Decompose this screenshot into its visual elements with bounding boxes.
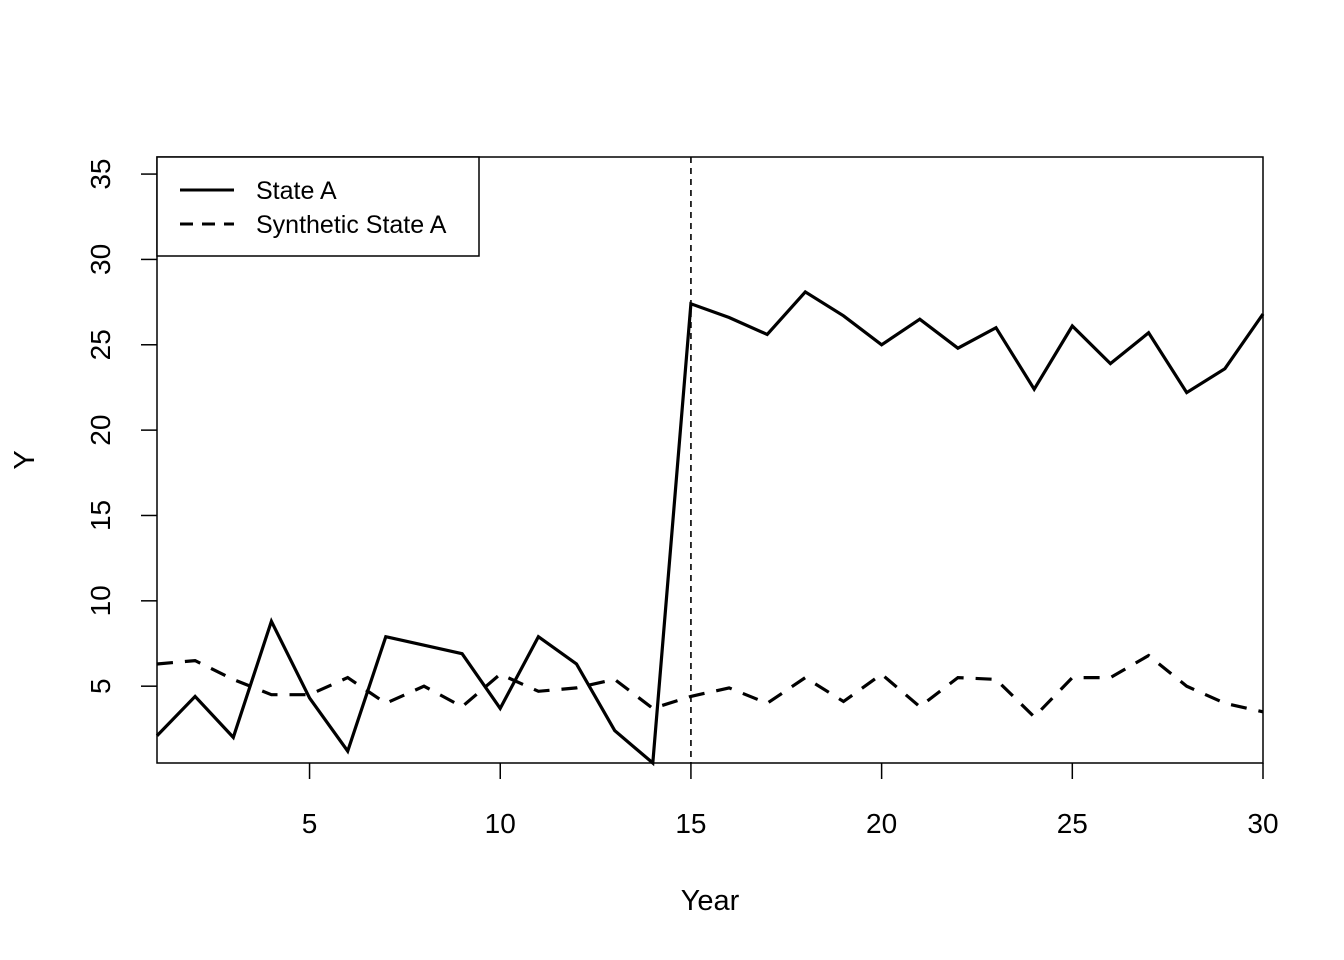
x-tick-label-25: 25 <box>1057 808 1088 839</box>
series-layer <box>155 289 1265 767</box>
x-tick-label-10: 10 <box>485 808 516 839</box>
y-tick-label-30: 30 <box>85 244 116 275</box>
series-line-synthetic-state-a <box>156 653 1264 720</box>
legend-box <box>156 156 480 257</box>
x-tick-label-5: 5 <box>302 808 318 839</box>
series-line-state-a <box>155 289 1265 767</box>
x-axis: 5 10 15 20 25 30 <box>302 763 1279 839</box>
x-axis-title: Year <box>681 885 740 917</box>
y-axis-title: Y <box>9 450 41 469</box>
legend-label-synthetic-state-a: Synthetic State A <box>256 211 447 239</box>
y-tick-label-5: 5 <box>85 678 116 694</box>
x-tick-label-20: 20 <box>866 808 897 839</box>
x-tick-label-30: 30 <box>1247 808 1278 839</box>
y-tick-label-15: 15 <box>85 500 116 531</box>
legend: State A Synthetic State A <box>156 156 480 257</box>
y-axis: 5 10 15 20 25 30 35 <box>85 158 157 694</box>
y-tick-label-35: 35 <box>85 158 116 189</box>
legend-label-state-a: State A <box>256 177 337 205</box>
y-tick-label-10: 10 <box>85 585 116 616</box>
x-tick-label-15: 15 <box>675 808 706 839</box>
y-tick-label-25: 25 <box>85 329 116 360</box>
plot-frame <box>156 156 1264 764</box>
y-tick-label-20: 20 <box>85 415 116 446</box>
